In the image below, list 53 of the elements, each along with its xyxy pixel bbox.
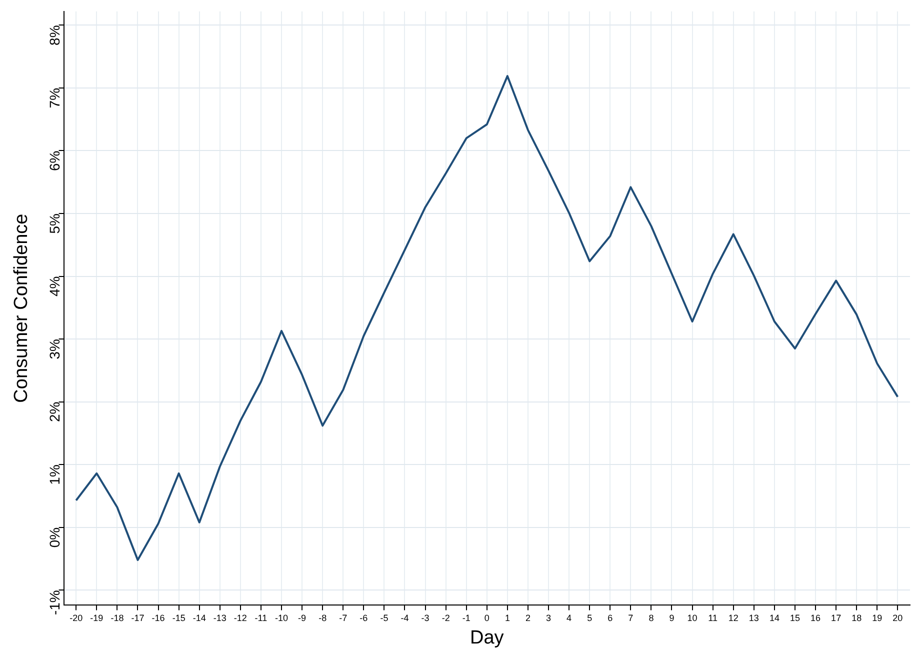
x-tick-label: 20 (892, 613, 903, 624)
x-tick-label: 18 (852, 613, 862, 624)
x-tick-label: -4 (400, 613, 409, 624)
y-tick-label: 7% (46, 88, 63, 108)
x-tick-label: -1 (462, 613, 470, 624)
x-tick-label: -19 (90, 613, 104, 624)
x-tick-label: 17 (831, 613, 842, 624)
y-tick-label: 5% (46, 214, 63, 234)
x-tick-label: -6 (360, 613, 368, 624)
x-tick-label: -2 (442, 613, 450, 624)
x-tick-label: -13 (213, 613, 226, 624)
x-tick-label: 3 (546, 613, 552, 624)
y-tick-label: -1% (46, 590, 63, 616)
x-tick-label: 0 (484, 613, 490, 624)
x-tick-label: 10 (687, 613, 698, 624)
x-tick-label: 8 (648, 613, 654, 624)
x-tick-label: -11 (254, 613, 268, 624)
x-tick-label: -9 (298, 613, 306, 624)
x-tick-label: 4 (566, 613, 572, 624)
x-axis-title: Day (470, 628, 504, 649)
x-tick-label: 5 (587, 613, 592, 624)
x-tick-label: -12 (234, 613, 247, 624)
x-tick-label: 15 (790, 613, 800, 624)
y-tick-label: 6% (46, 150, 63, 171)
y-tick-label: 4% (46, 276, 63, 297)
x-tick-label: -8 (318, 613, 327, 624)
x-tick-label: 9 (669, 613, 674, 624)
x-tick-label: 6 (608, 613, 613, 624)
x-tick-label: -14 (192, 613, 206, 624)
x-tick-label: 1 (504, 613, 510, 624)
x-tick-label: 16 (810, 613, 821, 624)
y-tick-label: 8% (46, 25, 63, 46)
x-tick-label: -7 (339, 613, 348, 624)
x-tick-label: -17 (131, 613, 144, 624)
y-tick-label: 0% (46, 527, 63, 548)
x-tick-label: -20 (70, 613, 83, 624)
y-tick-label: 2% (46, 402, 63, 422)
x-tick-label: -18 (110, 613, 124, 624)
x-tick-label: -16 (152, 613, 165, 624)
x-tick-label: 19 (872, 613, 882, 624)
x-tick-label: -5 (380, 613, 388, 624)
y-tick-label: 1% (46, 464, 63, 485)
x-tick-label: -10 (275, 613, 288, 624)
x-tick-label: 11 (708, 613, 718, 624)
y-tick-label: 3% (46, 339, 63, 360)
x-tick-label: 2 (525, 613, 530, 624)
y-axis-title: Consumer Confidence (11, 214, 32, 403)
x-tick-label: 12 (728, 613, 738, 624)
x-tick-label: -3 (421, 613, 430, 624)
x-tick-label: -15 (172, 613, 186, 624)
x-tick-label: 7 (628, 613, 634, 624)
x-tick-label: 14 (769, 613, 780, 624)
x-tick-label: 13 (748, 613, 759, 624)
